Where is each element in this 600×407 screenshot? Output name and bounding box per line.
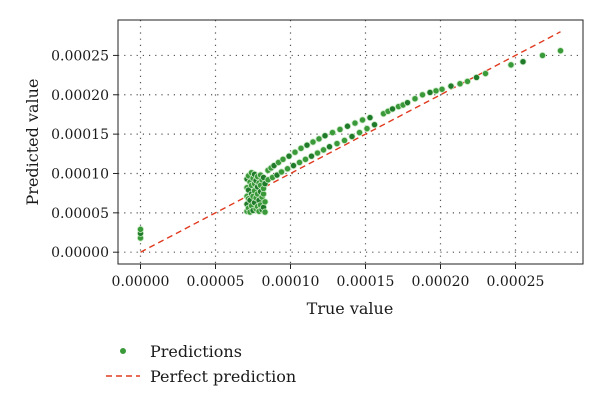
prediction-point xyxy=(321,132,329,140)
y-tick-label: 0.00010 xyxy=(51,166,109,182)
prediction-point xyxy=(456,80,464,88)
y-tick-label: 0.00025 xyxy=(51,48,109,64)
prediction-point xyxy=(539,51,547,59)
prediction-point xyxy=(303,141,311,149)
prediction-point xyxy=(313,149,321,157)
prediction-point xyxy=(340,136,348,144)
prediction-point xyxy=(307,152,315,160)
prediction-point xyxy=(343,122,351,130)
prediction-point xyxy=(277,168,285,176)
y-tick-label: 0.00015 xyxy=(51,127,109,143)
y-tick-label: 0.00005 xyxy=(51,206,109,222)
prediction-point xyxy=(285,152,293,160)
prediction-point xyxy=(438,85,446,93)
x-tick-label: 0.00000 xyxy=(112,274,170,290)
prediction-point xyxy=(283,165,291,173)
prediction-point xyxy=(309,138,317,146)
prediction-point xyxy=(279,155,287,163)
prediction-point xyxy=(336,125,344,133)
prediction-point xyxy=(363,125,371,133)
prediction-point xyxy=(351,119,359,127)
legend-perfect-prediction-label: Perfect prediction xyxy=(150,367,296,386)
prediction-points xyxy=(136,47,565,242)
prediction-point xyxy=(463,77,471,85)
prediction-point xyxy=(328,129,336,137)
prediction-point xyxy=(261,198,269,206)
prediction-point xyxy=(358,116,366,124)
prediction-point xyxy=(403,99,411,107)
prediction-point xyxy=(348,132,356,140)
prediction-point xyxy=(289,162,297,170)
prediction-point xyxy=(355,129,363,137)
perfect-prediction-line xyxy=(140,31,561,253)
prediction-point xyxy=(295,158,303,166)
prediction-point xyxy=(301,155,309,163)
prediction-point xyxy=(507,61,515,69)
axes: 0.00000 0.00005 0.00010 0.00015 0.00020 0.000… xyxy=(51,48,544,290)
legend-predictions-marker xyxy=(120,348,126,354)
prediction-point xyxy=(388,105,396,113)
legend-predictions-label: Predictions xyxy=(150,342,242,361)
y-tick-label: 0.00000 xyxy=(51,245,109,261)
prediction-point xyxy=(411,95,419,103)
legend: Predictions Perfect prediction xyxy=(106,342,296,386)
plot-area xyxy=(117,19,584,265)
prediction-point xyxy=(366,114,374,122)
perfect-prediction-line-layer xyxy=(140,31,561,253)
y-axis-title: Predicted value xyxy=(23,79,42,206)
x-axis-title: True value xyxy=(307,299,394,318)
prediction-point xyxy=(315,135,323,143)
prediction-point xyxy=(472,73,480,81)
prediction-point xyxy=(333,140,341,148)
prediction-point xyxy=(261,208,269,216)
prediction-point xyxy=(291,148,299,156)
y-tick-label: 0.00020 xyxy=(51,88,109,104)
prediction-point xyxy=(447,82,455,90)
x-tick-label: 0.00025 xyxy=(487,274,545,290)
x-tick-label: 0.00020 xyxy=(412,274,470,290)
x-tick-label: 0.00015 xyxy=(337,274,395,290)
prediction-point xyxy=(519,58,527,66)
prediction-point xyxy=(136,225,144,233)
prediction-point xyxy=(319,146,327,154)
prediction-point xyxy=(557,47,565,55)
x-tick-label: 0.00005 xyxy=(187,274,245,290)
prediction-point xyxy=(481,70,489,78)
prediction-point xyxy=(370,121,378,129)
prediction-point xyxy=(325,143,333,151)
prediction-point xyxy=(297,144,305,152)
prediction-point xyxy=(418,91,426,99)
prediction-point xyxy=(426,88,434,96)
x-tick-label: 0.00010 xyxy=(262,274,320,290)
prediction-point xyxy=(432,87,440,95)
